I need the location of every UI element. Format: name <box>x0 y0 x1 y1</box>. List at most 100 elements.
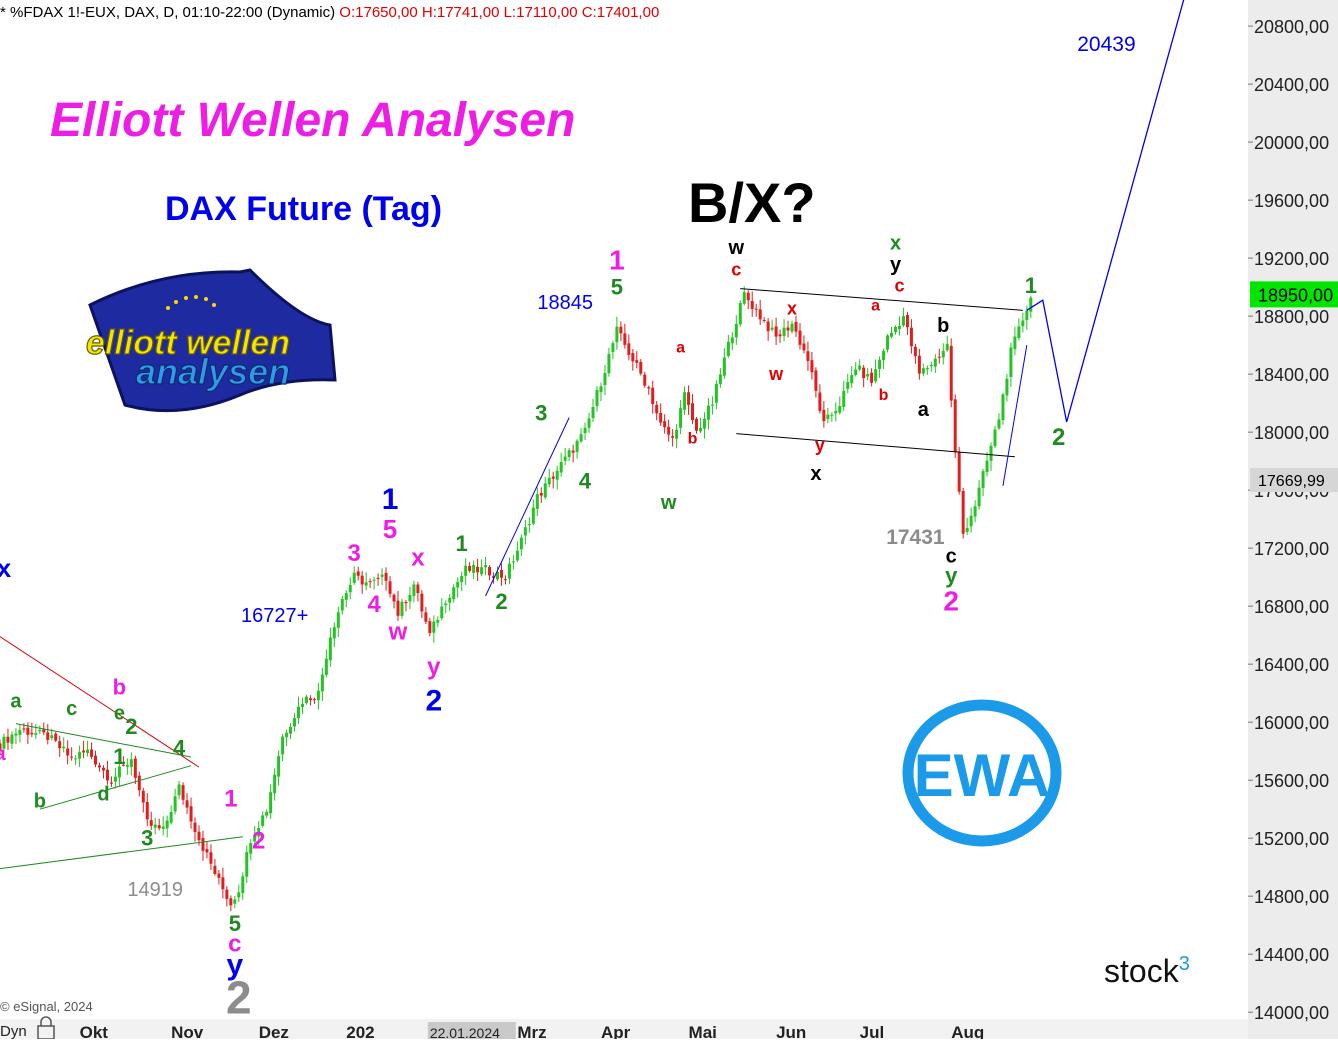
candle <box>718 368 722 388</box>
y-tick-label: 16000,00 <box>1254 713 1329 733</box>
candle <box>806 341 810 371</box>
candlestick-series <box>0 286 1033 912</box>
forecast-path <box>1026 0 1185 423</box>
candle <box>933 354 937 374</box>
wave-label: 3 <box>348 540 361 567</box>
trend-lines <box>0 0 1185 870</box>
candle <box>941 343 945 365</box>
candle <box>961 488 965 539</box>
axis-background <box>1248 0 1338 1039</box>
wave-label: 2 <box>1052 424 1065 451</box>
candle <box>698 417 702 434</box>
candle <box>874 359 878 384</box>
candle <box>878 356 882 378</box>
candle <box>702 412 706 439</box>
wave-label: 5 <box>383 514 397 544</box>
candle <box>34 723 38 739</box>
candle <box>515 541 519 563</box>
candle <box>265 809 269 819</box>
candle <box>595 386 599 412</box>
trend-line <box>15 723 192 758</box>
wave-label: b <box>34 791 46 813</box>
trend-line <box>485 417 570 597</box>
symbol-info: * %FDAX 1!-EUX, DAX, D, 01:10-22:00 (Dyn… <box>0 4 659 21</box>
candle <box>695 417 698 434</box>
wave-label: c <box>228 930 241 957</box>
candle <box>770 319 774 332</box>
candle <box>348 577 352 600</box>
price-axis[interactable]: 20800,00 20400,00 20000,00 19600,00 19200,00… <box>1248 0 1338 1039</box>
candle <box>129 752 133 776</box>
candle <box>237 884 241 903</box>
candle <box>86 740 90 757</box>
wave-label: 4 <box>579 469 592 494</box>
candle <box>571 444 575 463</box>
candle <box>177 780 181 800</box>
star-icon <box>166 295 216 310</box>
candle <box>436 616 440 628</box>
candle <box>794 315 798 337</box>
candle <box>555 465 559 490</box>
candle <box>245 845 249 884</box>
candle <box>750 291 754 317</box>
candle <box>133 755 137 785</box>
candle <box>472 560 476 580</box>
candle <box>98 762 101 772</box>
candle <box>364 572 368 591</box>
ref-price-tag <box>1250 467 1338 492</box>
level-label: 20439 <box>1077 33 1135 56</box>
time-cursor-tag <box>427 1022 516 1039</box>
wave-label: a <box>918 399 930 421</box>
wave-label: 4 <box>367 591 381 618</box>
candle <box>117 760 121 787</box>
candle <box>786 320 790 338</box>
candle <box>181 782 185 805</box>
candle <box>189 797 193 829</box>
candle <box>818 384 822 414</box>
y-tick-label: 16800,00 <box>1254 597 1329 617</box>
x-tick-label: Mai <box>689 1023 717 1039</box>
candle <box>101 765 105 779</box>
trend-line <box>39 765 192 810</box>
candle <box>746 290 750 309</box>
candle <box>225 886 229 907</box>
candle <box>2 733 6 754</box>
candle <box>977 480 981 510</box>
candle <box>10 731 14 749</box>
candle <box>308 695 312 706</box>
y-tick-label: 18000,00 <box>1254 423 1329 443</box>
x-tick-label: 202 <box>346 1023 374 1039</box>
candle <box>897 316 901 336</box>
price-level-labels: 20439 18845 16727+ 17431 14919 <box>127 33 1135 901</box>
candle <box>213 858 217 876</box>
candle <box>738 300 742 327</box>
wave-label: x <box>810 463 821 485</box>
wave-label: 2 <box>125 714 137 739</box>
candle <box>862 364 866 388</box>
wave-label: a <box>10 691 22 713</box>
candle <box>285 729 289 747</box>
candle <box>683 386 687 416</box>
wave-label: y <box>226 948 243 981</box>
candle <box>599 382 603 402</box>
candle <box>834 402 838 422</box>
wave-label: b <box>688 431 698 448</box>
wave-label: b <box>113 675 126 700</box>
y-tick-label: 19600,00 <box>1254 191 1329 211</box>
candle <box>627 334 631 361</box>
candle <box>328 627 332 667</box>
candle <box>957 446 961 495</box>
wave-label: c <box>66 698 77 720</box>
wave-label: w <box>768 364 784 384</box>
candle <box>710 396 714 415</box>
candle <box>113 767 117 789</box>
wave-label: 3 <box>535 401 547 426</box>
candle <box>340 595 344 615</box>
y-tick-label: 14000,00 <box>1254 1003 1329 1023</box>
time-axis[interactable]: Okt Nov Dez 202 22.01.2024 Mrz Apr Mai Jun Jul Aug <box>0 1019 1248 1042</box>
wave-label: 2 <box>252 827 265 854</box>
wave-label: y <box>890 254 902 276</box>
candle <box>679 400 683 435</box>
